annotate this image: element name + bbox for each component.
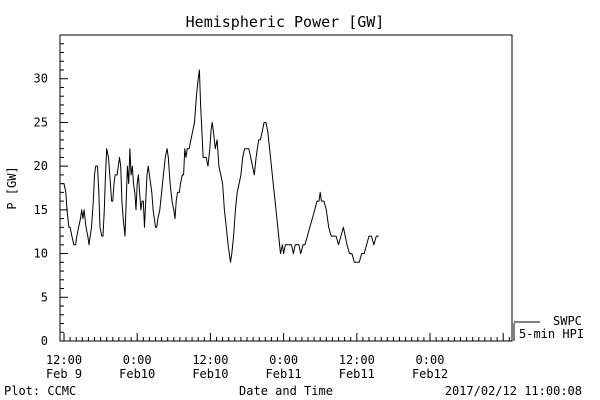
y-tick-label: 30 bbox=[34, 72, 48, 86]
y-tick-label: 5 bbox=[41, 290, 48, 304]
series-layer bbox=[61, 69, 379, 263]
y-axis-label: P [GW] bbox=[5, 166, 19, 209]
plot-credit: Plot: CCMC bbox=[4, 384, 76, 398]
x-tick-label-date: Feb12 bbox=[412, 367, 448, 381]
x-tick-label-time: 0:00 bbox=[269, 353, 298, 367]
legend: SWPC 5-min HPI bbox=[513, 314, 584, 341]
y-axis: 0 5 10 15 20 25 30 bbox=[34, 34, 68, 348]
legend-label-series: 5-min HPI bbox=[519, 327, 584, 341]
x-tick-label-date: Feb10 bbox=[119, 367, 155, 381]
x-tick-label-time: 12:00 bbox=[339, 353, 375, 367]
plot-frame bbox=[59, 34, 513, 342]
x-tick-label-date: Feb11 bbox=[266, 367, 302, 381]
legend-label-source: SWPC bbox=[553, 314, 582, 328]
x-tick-label-date: Feb11 bbox=[339, 367, 375, 381]
y-tick-label: 20 bbox=[34, 159, 48, 173]
x-axis-label: Date and Time bbox=[239, 384, 333, 398]
plot-timestamp: 2017/02/12 11:00:08 bbox=[445, 384, 582, 398]
x-tick-label-time: 0:00 bbox=[416, 353, 445, 367]
x-tick-label-time: 12:00 bbox=[46, 353, 82, 367]
chart-title: Hemispheric Power [GW] bbox=[186, 13, 385, 31]
y-tick-label: 25 bbox=[34, 115, 48, 129]
series-line-hpi bbox=[61, 69, 379, 263]
x-tick-label-time: 12:00 bbox=[192, 353, 228, 367]
x-tick-label-date: Feb 9 bbox=[46, 367, 82, 381]
y-tick-label: 15 bbox=[34, 203, 48, 217]
x-tick-label-date: Feb10 bbox=[192, 367, 228, 381]
y-tick-label: 10 bbox=[34, 247, 48, 261]
x-tick-label-time: 0:00 bbox=[123, 353, 152, 367]
y-tick-label: 0 bbox=[41, 334, 48, 348]
